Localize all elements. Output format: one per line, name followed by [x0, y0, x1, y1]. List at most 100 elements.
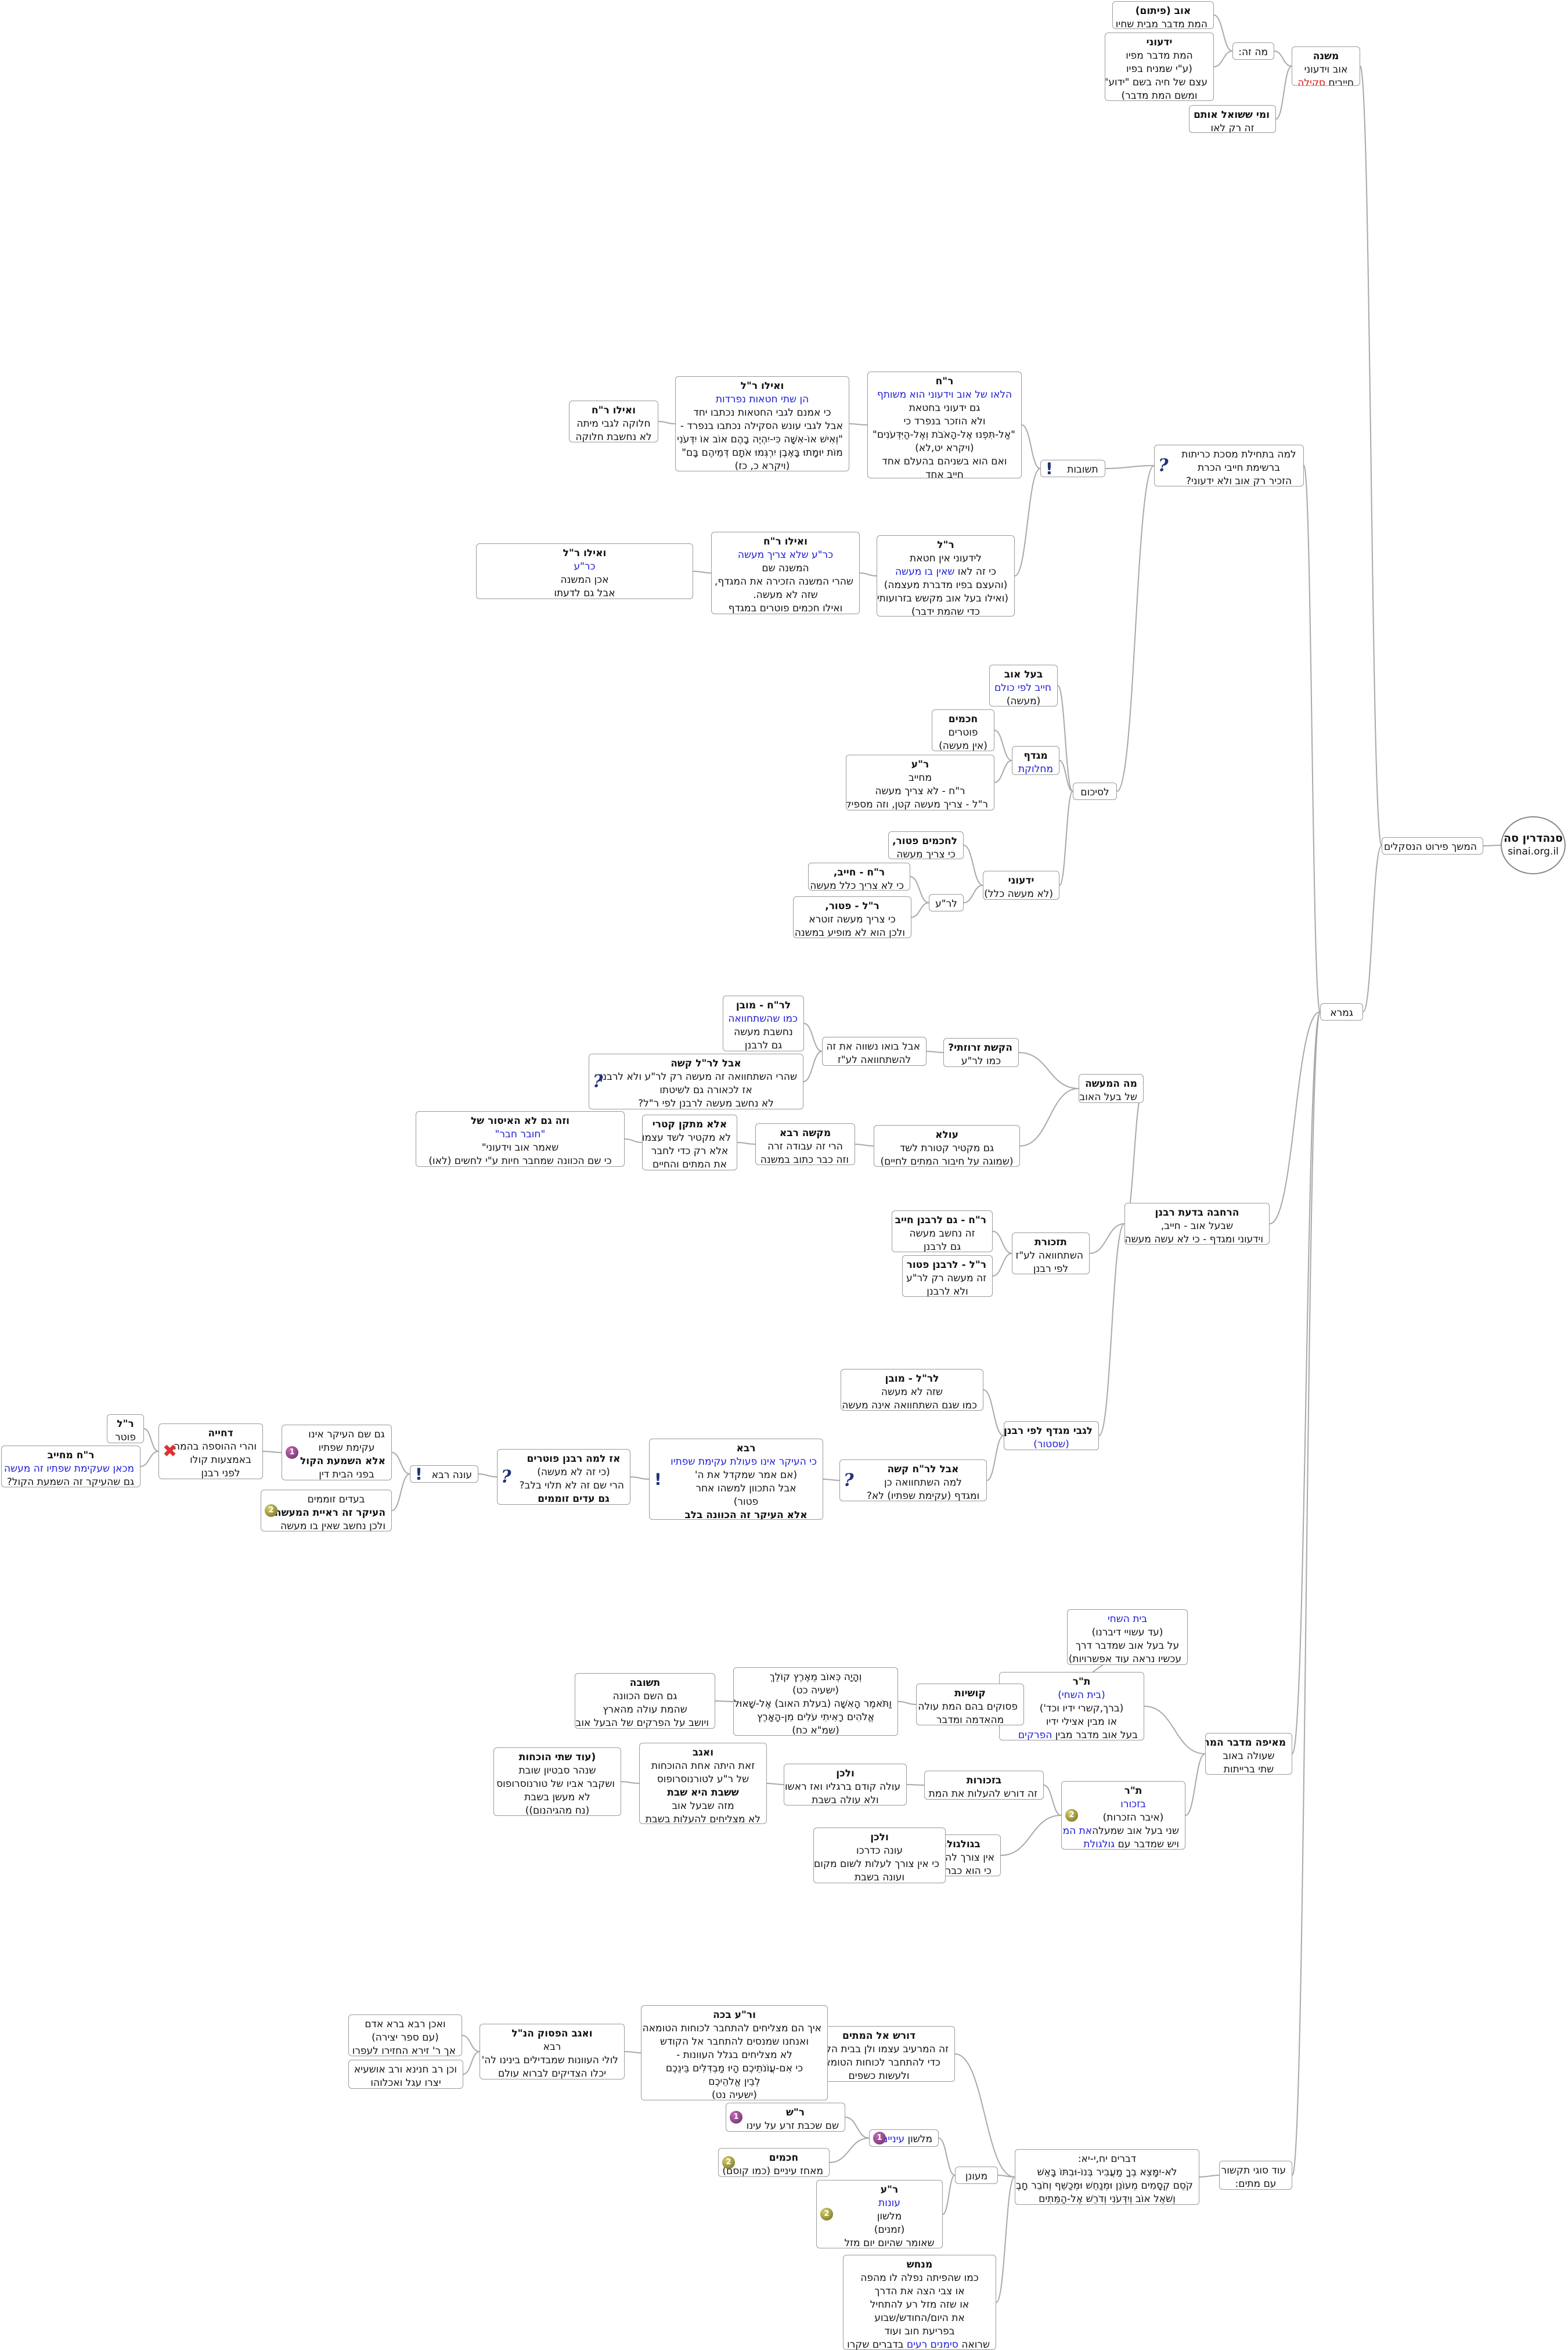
node-rl-short[interactable]: ר"ל פוטר — [107, 1414, 144, 1443]
node-rava[interactable]: רבא כי העיקר אינו פעולת עקימת שפתיו (אם אמ… — [649, 1439, 823, 1520]
node-rh-chayav[interactable]: ר"ח - חייב, כי לא צריך כלל מעשה — [808, 863, 910, 891]
node-title: ר"ע — [880, 2184, 899, 2196]
node-ona-rava[interactable]: עונה רבא! — [410, 1465, 478, 1483]
node-velachen1[interactable]: ולכן עולה קודם ברגליו ואז ראשו ולא עולה בש… — [784, 1764, 907, 1805]
node-mishna[interactable]: משנה אוב וידעוני חייבים סקילה — [1292, 46, 1360, 86]
node-ela-matkin[interactable]: אלא מתקן קטרי לא מקטיר לשד עצמו אלא רק כדי… — [642, 1115, 737, 1170]
node-expand[interactable]: הרחבה בדעת רבנן שבעל אוב - חייב, וידעוני ו… — [1124, 1203, 1270, 1245]
node-why-karet[interactable]: למה בתחילת מסכת כריתות ברשימת חייבי הכרת … — [1154, 445, 1304, 486]
node-tzizurot[interactable]: תזכורת השתחוואה לע"ז לפי רבנן — [1012, 1232, 1090, 1274]
connector-line — [140, 1451, 159, 1467]
node-milshon-einayim[interactable]: מלשון עיניים 1 — [869, 2129, 939, 2147]
node-kushiyot[interactable]: קושיות פסוקים בהם המת עולה מהאדמה ומדבר — [916, 1684, 1024, 1725]
node-line: (עד עשויי דיברנו) — [1091, 1627, 1163, 1638]
node-meonen[interactable]: מעונן — [955, 2167, 998, 2184]
node-lrl-muvan[interactable]: לר"ל - מובן שזה לא מעשה כמו שגם השתחוואה א… — [841, 1369, 983, 1411]
node-tshuva[interactable]: תשובה גם השם הכוונה שהמת עולה מהארץ ויושב ע… — [575, 1673, 715, 1729]
node-zeira-text[interactable]: אבל בואו נשווה את זה להשתחוואה לע"ז — [822, 1037, 927, 1066]
connector-line — [994, 760, 1012, 783]
node-what-act[interactable]: מה המעשה של בעל האוב — [1079, 1074, 1144, 1103]
node-ra[interactable]: ר"ע מחייב ר"ח - לא צריך מעשה ר"ל - צריך מעש… — [846, 755, 994, 810]
node-ula[interactable]: עולא גם מקטיר קטורת לשד (שמוגה על חיבור המ… — [874, 1125, 1020, 1167]
node-gam-sham[interactable]: גם שם העיקר אינו עקימת שפתיו אלא השמעת הקו… — [282, 1425, 392, 1480]
node-chachamim[interactable]: חכמים פוטרים (אין מעשה) — [932, 709, 994, 751]
node-rl-patur[interactable]: ר"ל - פטור, כי צריך מעשה זוטרא ולכן הוא לא… — [793, 896, 911, 938]
connector-line — [1059, 760, 1073, 792]
node-line: הרי שם זה לא תלוי בלב? — [519, 1480, 624, 1491]
connector-line — [1199, 2175, 1220, 2178]
node-tr1[interactable]: ת"ר (בית השחי) (ברך,קשרי ידיו וכד') או מבין… — [999, 1672, 1144, 1740]
node-regarding-megadef[interactable]: לגבי מגדף לפי רבנן (שסטור) — [1004, 1421, 1099, 1450]
node-vaagav-hapasuk[interactable]: ואגב הפסוק הנ"ל רבא לולי העוונות שמבדילים … — [480, 2024, 625, 2079]
node-od-shtei[interactable]: (עוד שתי הוכחות שנהר סבטיון שובת ושקבר אבי… — [493, 1747, 621, 1816]
node-ze-gam[interactable]: וזה גם לא האיסור של "חובר חבר" שאמר אוב ו… — [416, 1111, 625, 1167]
node-rh-gam-chayav[interactable]: ר"ח - גם לרבנן חייב זה נחשב מעשה גם לרבנן — [892, 1210, 993, 1252]
node-dvarim[interactable]: דברים יח,י-יא: לֹא-יִמָּצֵא בְךָ מַעֲבִיר… — [1015, 2149, 1199, 2205]
node-title: הקשת זרוזתי? — [948, 1042, 1012, 1054]
node-mi-asae[interactable]: מאיפה מדבר המת שעולה באוב שתי ברייתות — [1205, 1733, 1292, 1775]
node-bazmamim[interactable]: בעדים זוממים העיקר זה ראיית המעשה ולכן נחש… — [261, 1490, 392, 1531]
connector-line — [992, 1231, 1012, 1254]
node-summary[interactable]: לסיכום — [1073, 783, 1117, 800]
node-title: ר"ל — [937, 539, 954, 551]
node-velachen2[interactable]: ולכן עונה כדרכו כי אין צורך לעלות לשום מקו… — [813, 1828, 946, 1883]
node-why-eidim[interactable]: אז למה רבנן פוטרים (כי זה לא מעשה) הרי שם … — [497, 1449, 630, 1505]
node-rh-if-mishna[interactable]: ואילו ר"ח כר"ע שלא צריך מעשה המשנה שם שהרי … — [711, 532, 860, 614]
node-line: מחלוקת — [1018, 763, 1053, 775]
node-title: דורש אל המתים — [842, 2030, 915, 2042]
node-line: זה רק לאו — [1210, 122, 1255, 133]
node-ad-asuyin[interactable]: בית השחי (עד עשויי דיברנו) על בעל אוב שמדב… — [1067, 1609, 1188, 1665]
root-node[interactable]: סנהדרין סה sinai.org.il — [1501, 816, 1566, 874]
node-dchiya[interactable]: דחייה והרי ההוספה בהמה באמצעות קולו לפני רב… — [158, 1423, 263, 1479]
connector-line — [478, 1473, 498, 1477]
node-ov-pitom[interactable]: אוב (פיתום) המת מדבר מבית שחיו — [1112, 1, 1214, 29]
cross-icon: ✖ — [163, 1441, 178, 1462]
node-what-is[interactable]: מה זה: — [1232, 42, 1274, 60]
node-rava-kashe[interactable]: מקשה רבא הרי זה עבודה זרה וזה כבר כתוב במש… — [755, 1123, 855, 1165]
node-line: אבל גם לדעתו — [554, 588, 615, 599]
node-bzchorut[interactable]: בזכורות זה דורש להעלות את המת — [924, 1771, 1044, 1800]
connector-line — [1057, 685, 1073, 792]
node-kushya-zeira[interactable]: הקשת זרוזתי? כמו לר"ע — [943, 1038, 1019, 1067]
node-line: לא נחשבת חלוקה — [575, 431, 652, 442]
connector-line — [1275, 66, 1292, 120]
node-vagav[interactable]: ואגב זאת היתה אחת ההוכחות של ר"ע לטורנוסרו… — [639, 1743, 767, 1824]
node-rl-rabanan-patur[interactable]: ר"ל - לרבנן פטור זה מעשה רק לר"ע ולא לרבנן — [902, 1255, 993, 1297]
node-lrl-kashe[interactable]: אבל לר"ל קשה שהרי השתחוואה זה מעשה רק לר"… — [589, 1054, 803, 1109]
node-ra-bacha[interactable]: ור"ע בכה איך הם מצליחים להתחבר לכוחות הטו… — [641, 2005, 828, 2100]
node-dorshel[interactable]: דורש אל המתים זה המרעיב עצמו ולן בבית הקב… — [803, 2026, 955, 2082]
node-yidoni[interactable]: ידעוני המת מדבר מפיו (ע"י שמניח בפיו עצם של… — [1105, 33, 1214, 101]
node-lrh-kashe[interactable]: אבל לר"ח קשה למה השתחוואה כן ומגדף (עקימת … — [839, 1459, 987, 1501]
node-rl-if[interactable]: ואילו ר"ל הן שתי חטאות נפרדות כי אמנם לגבי… — [675, 376, 849, 471]
node-rh-also-yidoni[interactable]: ר"ח הלאו של אוב וידעוני הוא משותף גם ידעונ… — [867, 372, 1022, 478]
node-baal-ov[interactable]: בעל אוב חייב לפי כולם (מעשה) — [989, 665, 1058, 707]
node-rava-bara[interactable]: ואכן רבא ברא אדם (עם ספר יצירה) אך ר' זירא… — [348, 2014, 462, 2056]
node-continuation[interactable]: המשך פירוט הנסקלים — [1382, 837, 1483, 855]
connector-line — [624, 2051, 641, 2053]
node-menachesh[interactable]: מנחש כמו שהפיתה נפלה לו מהפה או צבי הצה את… — [843, 2255, 996, 2350]
node-ra2[interactable]: ר"ע עונות מלשון (זמנים) שאומר שהיום יום מזל… — [816, 2180, 943, 2248]
connector-line — [803, 1051, 823, 1082]
node-answers[interactable]: תשובות! — [1040, 460, 1105, 477]
node-yidoni2[interactable]: ידעוני (לא מעשה כלל) — [983, 871, 1059, 900]
node-line: עולה קודם ברגליו ואז ראשו — [785, 1781, 900, 1793]
connector-line — [1019, 1088, 1079, 1147]
node-chachamim-patur[interactable]: לחכמים פטור, כי צריך מעשה — [888, 831, 964, 859]
node-od-sugei[interactable]: עוד סוגי תקשור עם מתים: — [1219, 2161, 1292, 2190]
node-rav-chanina[interactable]: וכן רב חנינא ורב אושעיא יצרו עגל ואכלוהו — [348, 2060, 463, 2089]
node-rh-if-split[interactable]: ואילו ר"ח חלוקה לגבי מיתה לא נחשבת חלוקה — [569, 401, 658, 442]
node-lrh-muvan[interactable]: לר"ח - מובן כמו שהשתחוואה נחשבת מעשה גם לרב… — [723, 996, 804, 1051]
node-megadef[interactable]: מגדף מחלוקת — [1012, 746, 1059, 775]
node-gemara[interactable]: גמרא — [1320, 1003, 1363, 1021]
node-lra[interactable]: לר"ע — [929, 894, 964, 911]
node-chachamim2[interactable]: חכמים מאחז עיניים (כמו קוסם) 2 — [718, 2148, 830, 2177]
node-rl-yidoni-not[interactable]: ר"ל לידעוני אין חטאת כי זה לאו שאין בו מעש… — [877, 535, 1015, 617]
node-who-asks[interactable]: ומי ששואל אותם זה רק לאו — [1189, 105, 1276, 133]
node-line: כי אין צורך לעלות לשום מקום — [814, 1858, 939, 1870]
node-rh-mechayev[interactable]: ר"ח מחייב מכאן שעקימת שפתיו זה מעשה גם שהע… — [1, 1446, 140, 1487]
node-tr2[interactable]: ת"ר בזכורו (איבר הזכרות) שני בעל אוב שמעלהא… — [1061, 1781, 1185, 1850]
node-line: כמו לר"ע — [961, 1055, 1001, 1067]
node-rs[interactable]: ר"ששם שכבת זרע על עינולצורך כשפים1 — [726, 2103, 845, 2132]
node-vhaya[interactable]: וְהָיָה כְּאוֹב מֵאֶרֶץ קוֹלֵךְ (ישעיה כט… — [733, 1667, 898, 1736]
